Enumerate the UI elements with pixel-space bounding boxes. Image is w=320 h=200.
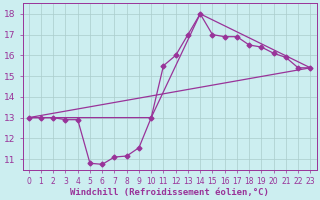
X-axis label: Windchill (Refroidissement éolien,°C): Windchill (Refroidissement éolien,°C): [70, 188, 269, 197]
